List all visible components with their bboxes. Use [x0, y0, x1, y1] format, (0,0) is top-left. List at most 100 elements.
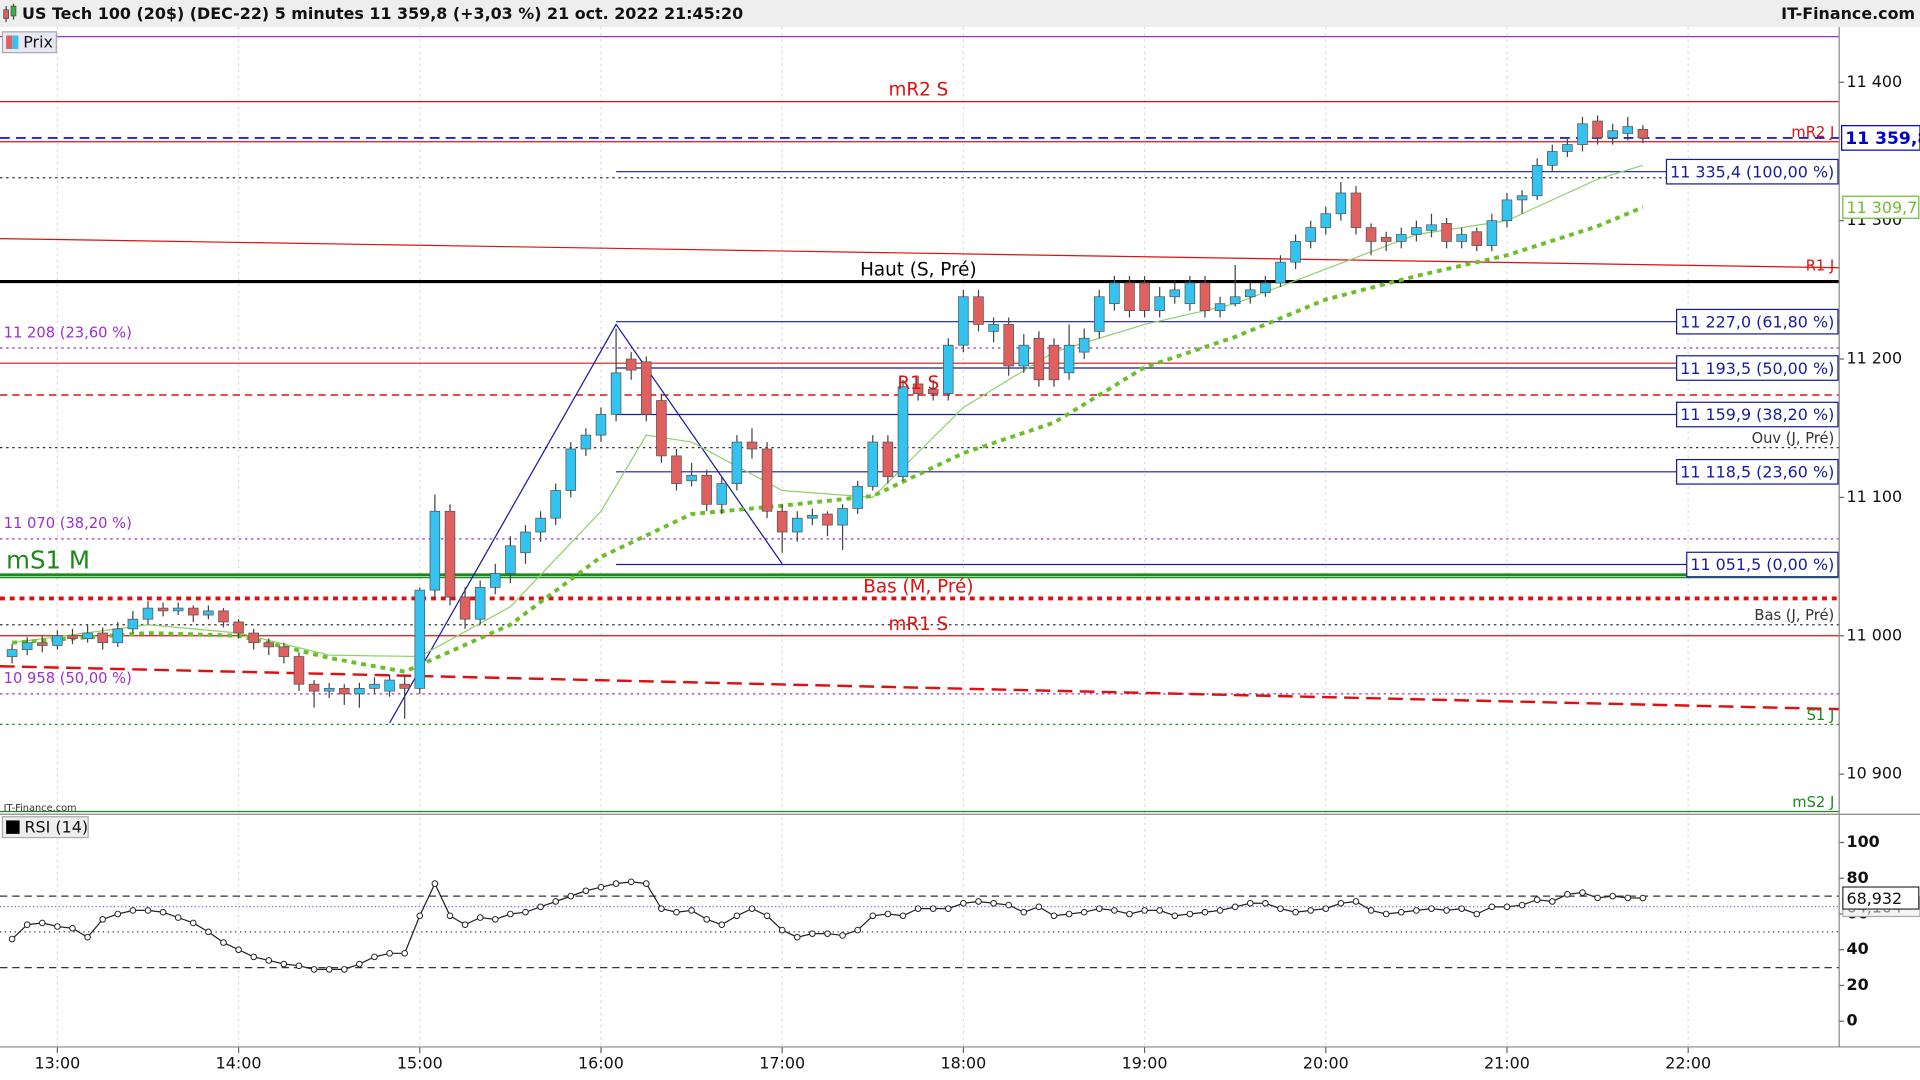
rsi-point	[84, 933, 91, 941]
rsi-point	[144, 907, 152, 914]
candle-body	[837, 508, 848, 526]
rsi-point	[1231, 903, 1239, 911]
retracement-label: 11 208 (23,60 %)	[4, 324, 132, 341]
rsi-point	[189, 919, 197, 927]
candle-body	[323, 687, 335, 692]
candle-body	[535, 517, 546, 533]
candle-body	[1184, 282, 1196, 305]
legend-box	[1, 816, 89, 839]
candle-body	[1003, 324, 1014, 367]
rsi-point	[612, 880, 620, 887]
rsi-point	[1126, 910, 1133, 918]
rsi-point	[1609, 892, 1616, 900]
rsi-point	[1352, 898, 1360, 905]
rsi-point	[1020, 908, 1028, 916]
rsi-point	[1141, 907, 1148, 914]
candle-body	[1063, 344, 1075, 374]
candle-body	[807, 515, 818, 519]
candle-body	[263, 642, 275, 648]
candle-body	[399, 683, 410, 689]
candle-body	[1592, 120, 1603, 139]
level-label: mS1 M	[6, 545, 90, 574]
rsi-point	[1518, 901, 1526, 909]
rsi-point	[552, 898, 559, 905]
candle-body	[761, 448, 773, 512]
x-tick-label: 16:00	[578, 1054, 624, 1073]
rsi-point	[446, 912, 454, 920]
rsi-point	[627, 878, 635, 886]
rsi-point	[763, 912, 771, 920]
candle-body	[1275, 261, 1286, 284]
rsi-point	[944, 905, 952, 912]
levels-layer	[0, 36, 1840, 969]
rsi-point	[718, 921, 726, 929]
candle-body	[1456, 234, 1467, 242]
candle-body	[1547, 151, 1558, 166]
rsi-point	[8, 935, 16, 943]
fibonacci-label: 11 335,4 (100,00 %)	[1670, 162, 1834, 181]
y-tick-label: 0	[1847, 1011, 1858, 1030]
candle-body	[1305, 227, 1316, 242]
candle-body	[157, 607, 169, 612]
ma-box	[1842, 195, 1920, 219]
fibonacci-box	[1675, 308, 1839, 335]
y-tick-label: 20	[1847, 975, 1869, 994]
rsi-point	[1397, 908, 1405, 916]
candle-body	[1365, 227, 1377, 242]
rsi-point	[1216, 907, 1224, 914]
legend-swatch	[6, 35, 13, 49]
rsi-point	[38, 919, 46, 927]
level-label: Haut (S, Pré)	[860, 260, 977, 281]
rsi-point	[1307, 907, 1314, 914]
candle-body	[1441, 223, 1452, 242]
candle-body	[459, 596, 471, 620]
y-tick-label: 11 200	[1847, 349, 1903, 368]
candle-body	[731, 441, 743, 484]
candle-body	[595, 414, 607, 436]
trendline	[0, 238, 1840, 269]
rsi-point	[673, 908, 680, 916]
x-tick-label: 13:00	[34, 1054, 80, 1073]
rsi-point	[960, 899, 967, 907]
rsi-point	[1035, 903, 1043, 911]
candle-body	[6, 649, 18, 657]
candle-body	[1290, 241, 1301, 263]
candle-body	[520, 531, 531, 554]
candle-body	[1607, 130, 1618, 139]
fibonacci-label: 11 227,0 (61,80 %)	[1680, 312, 1834, 331]
rsi-point	[793, 933, 801, 941]
candle-body	[1124, 282, 1135, 311]
legend-label: RSI (14)	[24, 817, 88, 836]
fibonacci-label: 11 193,5 (50,00 %)	[1680, 359, 1834, 378]
labels-layer: 13:00 14:00 15:00 16:00 17:00 18:00 19:00 20:00…	[4, 72, 1920, 1073]
rsi-point	[1367, 907, 1375, 914]
candle-body	[1562, 144, 1573, 152]
candle-body	[686, 474, 697, 482]
rsi-point	[1156, 907, 1163, 914]
rsi-point	[114, 910, 122, 918]
candle-body	[414, 589, 426, 689]
y-tick-label: 100	[1847, 832, 1880, 851]
candle-body	[1229, 296, 1241, 305]
candle-body	[897, 386, 909, 478]
rsi-point	[220, 939, 227, 946]
candle-body	[1637, 128, 1649, 139]
rsi-point	[1413, 907, 1420, 914]
candle-body	[792, 517, 803, 533]
x-tick-label: 15:00	[397, 1054, 443, 1073]
candle-body	[1411, 227, 1422, 235]
candle-body	[912, 383, 924, 394]
y-tick-label: 11 000	[1847, 625, 1903, 644]
rsi-point	[325, 966, 333, 973]
candle-body	[625, 358, 637, 371]
rsi-point	[1186, 910, 1194, 918]
rsi-point	[567, 892, 575, 900]
candle-body	[1245, 289, 1256, 298]
candle-body	[97, 632, 108, 644]
rsi-point	[1337, 899, 1345, 907]
x-tick-label: 19:00	[1122, 1054, 1168, 1073]
y-tick-label: 10 900	[1847, 764, 1903, 783]
rsi-point	[1579, 889, 1586, 896]
rsi-point	[1111, 907, 1118, 914]
